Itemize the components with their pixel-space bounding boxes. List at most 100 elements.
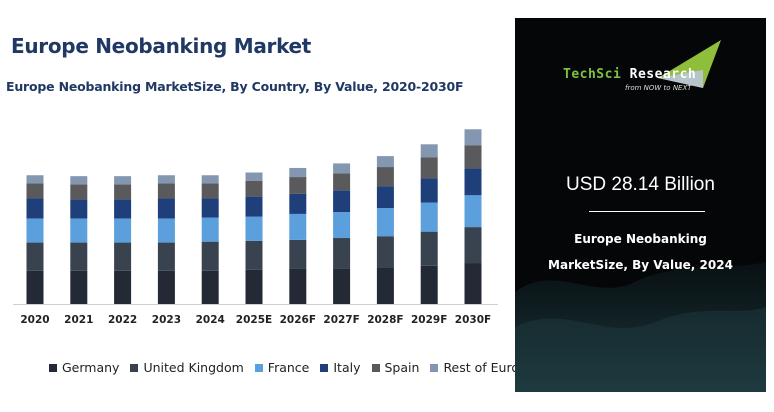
legend-label: France bbox=[267, 360, 310, 375]
bar-spain-2025E bbox=[245, 180, 263, 197]
bar-spain-2028F bbox=[376, 167, 394, 187]
bar-italy-2026F bbox=[289, 193, 307, 214]
x-tick-label: 2024 bbox=[196, 314, 225, 326]
bar-spain-2021 bbox=[70, 184, 88, 200]
stacked-bar-chart: 2020 2021 2022 2023 2024 2025E 2026F 2027F 2028F… bbox=[13, 129, 498, 326]
legend-item: United Kingdom bbox=[130, 360, 244, 375]
legend-label: United Kingdom bbox=[143, 360, 244, 375]
legend-label: Rest of Europe bbox=[443, 360, 535, 375]
bar-italy-2024 bbox=[201, 198, 219, 218]
legend-swatch bbox=[371, 363, 380, 372]
bar-france-2029F bbox=[420, 202, 438, 232]
bar-spain-2027F bbox=[333, 173, 351, 191]
x-tick-label: 2026F bbox=[280, 314, 316, 326]
x-tick-label: 2021 bbox=[64, 314, 93, 326]
bar-united-kingdom-2028F bbox=[376, 236, 394, 268]
bar-france-2027F bbox=[333, 212, 351, 239]
market-value: USD 28.14 Billion bbox=[566, 174, 715, 195]
legend-label: Italy bbox=[333, 360, 361, 375]
bar-spain-2023 bbox=[157, 183, 175, 199]
bar-united-kingdom-2026F bbox=[289, 239, 307, 269]
bar-italy-2021 bbox=[70, 199, 88, 219]
chart-subtitle: Europe Neobanking MarketSize, By Country… bbox=[6, 79, 464, 94]
x-tick-label: 2025E bbox=[236, 314, 272, 326]
bar-rest-of-europe-2028F bbox=[376, 156, 394, 168]
bar-spain-2026F bbox=[289, 177, 307, 194]
bar-germany-2023 bbox=[157, 270, 175, 304]
bar-spain-2030F bbox=[464, 145, 482, 169]
bar-rest-of-europe-2029F bbox=[420, 144, 438, 158]
bar-italy-2023 bbox=[157, 198, 175, 219]
bar-germany-2020 bbox=[26, 270, 44, 304]
bar-united-kingdom-2027F bbox=[333, 238, 351, 269]
x-tick-label: 2027F bbox=[323, 314, 359, 326]
legend-item: Germany bbox=[49, 360, 119, 375]
bar-germany-2025E bbox=[245, 269, 263, 304]
logo-tech-text: TechSci bbox=[563, 67, 622, 82]
legend-swatch bbox=[320, 363, 329, 372]
bar-rest-of-europe-2022 bbox=[114, 176, 132, 185]
x-tick-label: 2023 bbox=[152, 314, 181, 326]
bar-germany-2029F bbox=[420, 265, 438, 304]
bar-france-2025E bbox=[245, 216, 263, 241]
caption-line-1: Europe Neobanking bbox=[574, 232, 707, 246]
bar-united-kingdom-2030F bbox=[464, 227, 482, 264]
bar-rest-of-europe-2023 bbox=[157, 175, 175, 184]
chart-legend: Germany United Kingdom France Italy Spain Res… bbox=[49, 360, 535, 375]
bar-germany-2028F bbox=[376, 267, 394, 304]
bar-france-2026F bbox=[289, 213, 307, 240]
legend-item: Spain bbox=[371, 360, 420, 375]
bar-united-kingdom-2025E bbox=[245, 240, 263, 270]
bar-spain-2029F bbox=[420, 157, 438, 179]
bar-italy-2027F bbox=[333, 190, 351, 213]
bar-germany-2030F bbox=[464, 263, 482, 304]
bar-italy-2025E bbox=[245, 196, 263, 217]
bar-germany-2022 bbox=[114, 270, 132, 304]
bar-rest-of-europe-2021 bbox=[70, 176, 88, 185]
bar-united-kingdom-2029F bbox=[420, 231, 438, 266]
wave-background bbox=[515, 262, 766, 392]
legend-swatch bbox=[130, 363, 139, 372]
bar-france-2021 bbox=[70, 218, 88, 243]
legend-item: Rest of Europe bbox=[430, 360, 535, 375]
bar-france-2020 bbox=[26, 218, 44, 243]
legend-item: Italy bbox=[320, 360, 361, 375]
bar-france-2028F bbox=[376, 207, 394, 237]
bar-rest-of-europe-2030F bbox=[464, 129, 482, 146]
bar-germany-2024 bbox=[201, 270, 219, 304]
bar-spain-2022 bbox=[114, 184, 132, 200]
legend-item: France bbox=[254, 360, 310, 375]
bar-italy-2020 bbox=[26, 198, 44, 219]
legend-swatch bbox=[430, 363, 439, 372]
legend-label: Spain bbox=[384, 360, 420, 375]
bar-united-kingdom-2020 bbox=[26, 242, 44, 271]
bar-germany-2027F bbox=[333, 268, 351, 304]
bar-italy-2022 bbox=[114, 199, 132, 219]
caption-line-2: MarketSize, By Value, 2024 bbox=[548, 258, 733, 272]
x-tick-label: 2029F bbox=[411, 314, 447, 326]
bar-rest-of-europe-2020 bbox=[26, 175, 44, 184]
legend-swatch bbox=[49, 363, 57, 372]
bar-united-kingdom-2022 bbox=[114, 242, 132, 271]
x-tick-label: 2028F bbox=[367, 314, 403, 326]
techsci-logo: TechSci Research from NOW to NEXT bbox=[563, 40, 733, 100]
bar-france-2024 bbox=[201, 217, 219, 242]
bar-italy-2030F bbox=[464, 168, 482, 196]
bar-spain-2020 bbox=[26, 183, 44, 199]
bar-spain-2024 bbox=[201, 183, 219, 199]
divider bbox=[589, 211, 705, 212]
x-tick-label: 2030F bbox=[455, 314, 491, 326]
logo-arrow-icon bbox=[658, 40, 721, 88]
bar-italy-2028F bbox=[376, 186, 394, 208]
bar-united-kingdom-2024 bbox=[201, 241, 219, 271]
bar-france-2022 bbox=[114, 218, 132, 243]
bar-rest-of-europe-2027F bbox=[333, 163, 351, 174]
bar-united-kingdom-2021 bbox=[70, 242, 88, 271]
bar-rest-of-europe-2026F bbox=[289, 167, 307, 178]
bar-rest-of-europe-2025E bbox=[245, 172, 263, 181]
bar-germany-2026F bbox=[289, 268, 307, 304]
bar-france-2030F bbox=[464, 195, 482, 228]
page-title: Europe Neobanking Market bbox=[11, 34, 312, 58]
bar-united-kingdom-2023 bbox=[157, 242, 175, 271]
bar-germany-2021 bbox=[70, 270, 88, 304]
